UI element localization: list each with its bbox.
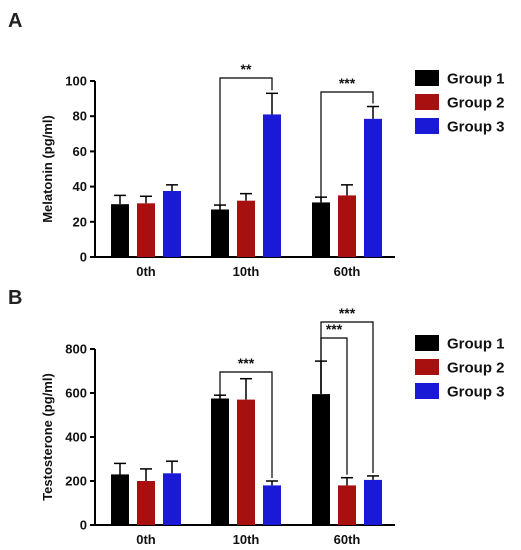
y-tick-label: 800 <box>65 342 87 357</box>
legend-label: Group 3 <box>447 119 505 136</box>
significance-bracket: *** <box>320 305 374 473</box>
x-tick-label: 0th <box>136 532 156 547</box>
legend-label: Group 1 <box>447 336 505 353</box>
legend-swatch <box>415 70 439 86</box>
y-tick-label: 0 <box>80 250 87 265</box>
significance-label: *** <box>238 355 255 371</box>
bar-group-1-0th <box>111 474 129 525</box>
y-axis-title: Testosterone (pg/ml) <box>40 373 55 501</box>
bar-group-2-60th <box>338 195 356 257</box>
significance-bracket: ** <box>219 61 273 209</box>
bar-group-3-10th <box>263 114 281 257</box>
legend-swatch <box>415 359 439 375</box>
significance-label: *** <box>339 75 356 91</box>
significance-label: ** <box>241 61 252 77</box>
bar-group-3-0th <box>163 473 181 525</box>
bar-group-1-60th <box>312 202 330 257</box>
y-tick-label: 200 <box>65 474 87 489</box>
panel-b: B 0 200 400 600 800 Testosterone (pg/ml) 0th 10t… <box>8 287 505 547</box>
y-tick-label: 100 <box>65 74 87 89</box>
legend-label: Group 3 <box>447 384 505 401</box>
bar-group-3-60th <box>364 479 382 525</box>
legend-swatch <box>415 335 439 351</box>
significance-label: *** <box>339 305 356 321</box>
significance-bracket: *** <box>320 75 374 202</box>
bar-group-3-0th <box>163 191 181 257</box>
significance-bracket: *** <box>219 355 273 478</box>
significance-label: *** <box>326 321 343 337</box>
y-tick-label: 80 <box>73 109 87 124</box>
legend-label: Group 1 <box>447 71 505 88</box>
bar-group-1-10th <box>211 398 229 525</box>
bar-group-2-10th <box>237 399 255 525</box>
bar-group-3-60th <box>364 118 382 257</box>
legend-label: Group 2 <box>447 95 505 112</box>
bar-group-2-10th <box>237 200 255 257</box>
bar-group-1-10th <box>211 209 229 257</box>
panel-letter-b: B <box>8 287 22 309</box>
x-tick-label: 10th <box>233 264 260 279</box>
y-tick-label: 20 <box>73 214 87 229</box>
legend-swatch <box>415 118 439 134</box>
y-tick-label: 400 <box>65 430 87 445</box>
bar-group-2-60th <box>338 485 356 525</box>
bar-group-1-0th <box>111 204 129 257</box>
y-axis-title: Melatonin (pg/ml) <box>40 115 55 223</box>
legend-swatch <box>415 94 439 110</box>
bar-group-2-0th <box>137 481 155 525</box>
panel-a: A 0 20 40 60 80 100 Melatonin (pg/ml) 0th 10th 60t… <box>8 10 505 279</box>
y-tick-label: 40 <box>73 179 87 194</box>
panel-letter-a: A <box>8 10 22 32</box>
legend: Group 1 Group 2 Group 3 <box>415 335 505 401</box>
legend-label: Group 2 <box>447 360 505 377</box>
bar-group-2-0th <box>137 203 155 257</box>
x-tick-label: 60th <box>334 532 361 547</box>
x-tick-label: 60th <box>334 264 361 279</box>
x-tick-label: 10th <box>233 532 260 547</box>
y-tick-label: 0 <box>80 518 87 533</box>
x-tick-label: 0th <box>136 264 156 279</box>
bar-group-1-60th <box>312 394 330 525</box>
y-tick-label: 600 <box>65 386 87 401</box>
y-tick-label: 60 <box>73 144 87 159</box>
legend-swatch <box>415 383 439 399</box>
legend: Group 1 Group 2 Group 3 <box>415 70 505 136</box>
bar-group-3-10th <box>263 485 281 525</box>
